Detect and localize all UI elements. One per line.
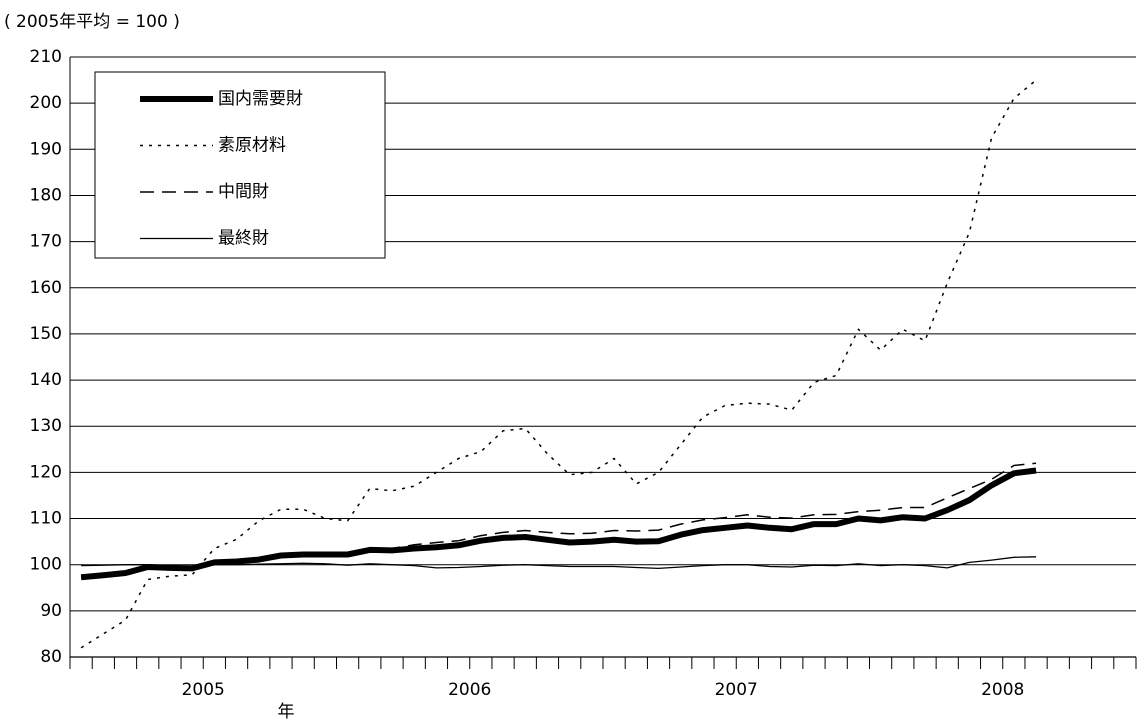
- y-tick-label: 160: [30, 278, 62, 298]
- y-tick-label: 200: [30, 93, 62, 113]
- legend-label: 中間財: [218, 182, 269, 202]
- y-tick-label: 190: [30, 139, 62, 159]
- x-tick-label: 2007: [715, 680, 758, 700]
- y-tick-label: 100: [30, 555, 62, 575]
- series-line: [80, 467, 1037, 581]
- unit-label: ( 2005年平均 = 100 ): [4, 12, 180, 32]
- series-line: [80, 79, 1037, 649]
- legend-label: 素原材料: [218, 136, 286, 156]
- x-axis-label: 年: [278, 702, 295, 722]
- x-tick-label: 2008: [981, 680, 1024, 700]
- x-tick-label: 2005: [182, 680, 225, 700]
- y-tick-label: 170: [30, 232, 62, 252]
- y-tick-label: 130: [30, 416, 62, 436]
- x-tick-label: 2006: [448, 680, 491, 700]
- legend-label: 最終財: [218, 229, 269, 249]
- y-tick-label: 120: [30, 462, 62, 482]
- y-tick-label: 90: [40, 601, 62, 621]
- legend-box: [94, 71, 386, 259]
- y-tick-label: 110: [30, 509, 62, 529]
- series-line: [81, 556, 1037, 570]
- legend-label: 国内需要財: [218, 89, 303, 109]
- y-tick-label: 80: [40, 647, 62, 667]
- y-tick-label: 180: [30, 185, 62, 205]
- y-tick-label: 150: [30, 324, 62, 344]
- y-tick-label: 210: [30, 47, 62, 67]
- y-tick-label: 140: [30, 370, 62, 390]
